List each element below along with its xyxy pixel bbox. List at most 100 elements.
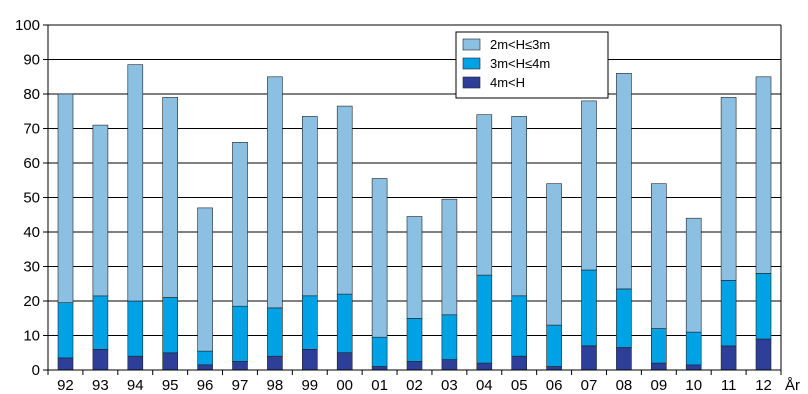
x-tick-label: 05: [511, 377, 528, 394]
bar-segment-99-1: [301, 295, 318, 350]
bar-segment-96-0: [197, 364, 213, 371]
legend: 2m<H≤3m 3m<H≤4m 4m<H: [455, 31, 609, 99]
bar-segment-98-1: [267, 307, 283, 357]
x-axis-label: År: [785, 377, 800, 394]
bars: [57, 64, 772, 371]
y-tick-label: 10: [23, 328, 40, 345]
bar-segment-07-1: [581, 269, 597, 347]
bar-segment-01-0: [371, 366, 388, 371]
bar-segment-96-1: [197, 350, 213, 366]
y-tick-label: 40: [23, 224, 40, 241]
x-tick-label: 95: [162, 377, 179, 394]
bar-segment-04-2: [476, 114, 493, 276]
x-tick-label: 06: [546, 377, 563, 394]
bar-segment-97-2: [232, 142, 248, 307]
x-tick-label: 92: [57, 377, 74, 394]
bar-segment-06-1: [546, 324, 562, 367]
axes: [43, 24, 782, 375]
x-tick-label: 93: [92, 377, 109, 394]
bar-segment-05-0: [511, 355, 528, 371]
bar-segment-08-1: [616, 288, 632, 348]
bar-segment-93-1: [92, 295, 109, 350]
bar-segment-10-2: [685, 217, 702, 333]
bar-segment-03-2: [441, 198, 458, 316]
x-tick-label: 00: [336, 377, 353, 394]
legend-label: 3m<H≤4m: [490, 56, 550, 71]
bar-segment-10-0: [685, 364, 702, 371]
bar-segment-02-1: [406, 317, 423, 362]
bar-segment-12-0: [755, 338, 772, 371]
bar-segment-03-0: [441, 359, 458, 371]
y-tick-label: 0: [32, 362, 40, 379]
bar-segment-94-0: [127, 355, 144, 371]
bar-segment-98-0: [267, 355, 283, 371]
bar-segment-94-2: [127, 64, 144, 302]
bar-segment-00-0: [336, 352, 353, 371]
y-tick-label: 70: [23, 121, 40, 138]
x-tick-label: 02: [406, 377, 423, 394]
bar-segment-01-2: [371, 178, 388, 338]
bar-segment-07-0: [581, 345, 597, 371]
legend-label: 4m<H: [490, 75, 525, 90]
x-tick-label: 04: [476, 377, 493, 394]
y-tick-label: 60: [23, 155, 40, 172]
x-tick-label: 97: [232, 377, 249, 394]
x-tick-label: 09: [650, 377, 667, 394]
y-tick-label: 20: [23, 293, 40, 310]
x-tick-label: 94: [127, 377, 144, 394]
x-tick-label: 07: [581, 377, 598, 394]
bar-segment-11-2: [720, 97, 737, 281]
bar-segment-93-0: [92, 348, 109, 371]
bar-segment-10-1: [685, 331, 702, 366]
y-tick-label: 90: [23, 52, 40, 69]
y-tick-label: 80: [23, 86, 40, 103]
x-tick-labels: 92 93 94 95 96 97 98 99 00 01 02 03 04 05 06 07 08 09 10 11…: [57, 377, 772, 394]
bar-segment-05-2: [511, 116, 528, 297]
bar-segment-08-0: [616, 347, 632, 371]
bar-segment-09-0: [650, 362, 667, 371]
bar-segment-00-1: [336, 293, 353, 354]
bar-segment-02-0: [406, 361, 423, 371]
bar-segment-92-1: [57, 302, 74, 359]
y-tick-label: 100: [15, 17, 40, 34]
bar-segment-08-2: [616, 73, 632, 290]
bar-segment-00-2: [336, 105, 353, 295]
x-tick-label: 03: [441, 377, 458, 394]
y-tick-labels: 0 10 20 30 40 50 60 70 80 90 100: [15, 17, 40, 379]
bar-segment-04-1: [476, 274, 493, 364]
bar-segment-11-0: [720, 345, 737, 371]
bar-segment-12-1: [755, 273, 772, 340]
bar-segment-04-0: [476, 362, 493, 371]
x-tick-label: 98: [267, 377, 284, 394]
bar-segment-12-2: [755, 76, 772, 274]
legend-label: 2m<H≤3m: [490, 37, 550, 52]
legend-swatch: [462, 38, 481, 51]
bar-segment-01-1: [371, 336, 388, 367]
bar-segment-09-2: [650, 183, 667, 329]
bar-segment-97-0: [232, 361, 248, 371]
x-tick-label: 01: [371, 377, 388, 394]
bar-segment-93-2: [92, 124, 109, 297]
bar-segment-06-0: [546, 366, 562, 371]
bar-segment-99-0: [301, 348, 318, 371]
x-tick-label: 11: [721, 377, 737, 394]
bar-segment-02-2: [406, 216, 423, 319]
bar-segment-95-2: [162, 97, 178, 298]
bar-segment-06-2: [546, 183, 562, 326]
bar-segment-05-1: [511, 295, 528, 357]
x-tick-label: 08: [616, 377, 633, 394]
x-tick-label: 10: [685, 377, 702, 394]
bar-segment-11-1: [720, 279, 737, 347]
bar-segment-98-2: [267, 76, 283, 309]
bar-segment-94-1: [127, 300, 144, 357]
bar-segment-96-2: [197, 207, 213, 352]
bar-segment-97-1: [232, 305, 248, 362]
y-tick-label: 30: [23, 259, 40, 276]
legend-box: [455, 31, 609, 99]
y-tick-label: 50: [23, 190, 40, 207]
x-tick-label: 12: [755, 377, 772, 394]
bar-segment-03-1: [441, 314, 458, 360]
bar-segment-07-2: [581, 100, 597, 271]
x-tick-label: 96: [197, 377, 214, 394]
